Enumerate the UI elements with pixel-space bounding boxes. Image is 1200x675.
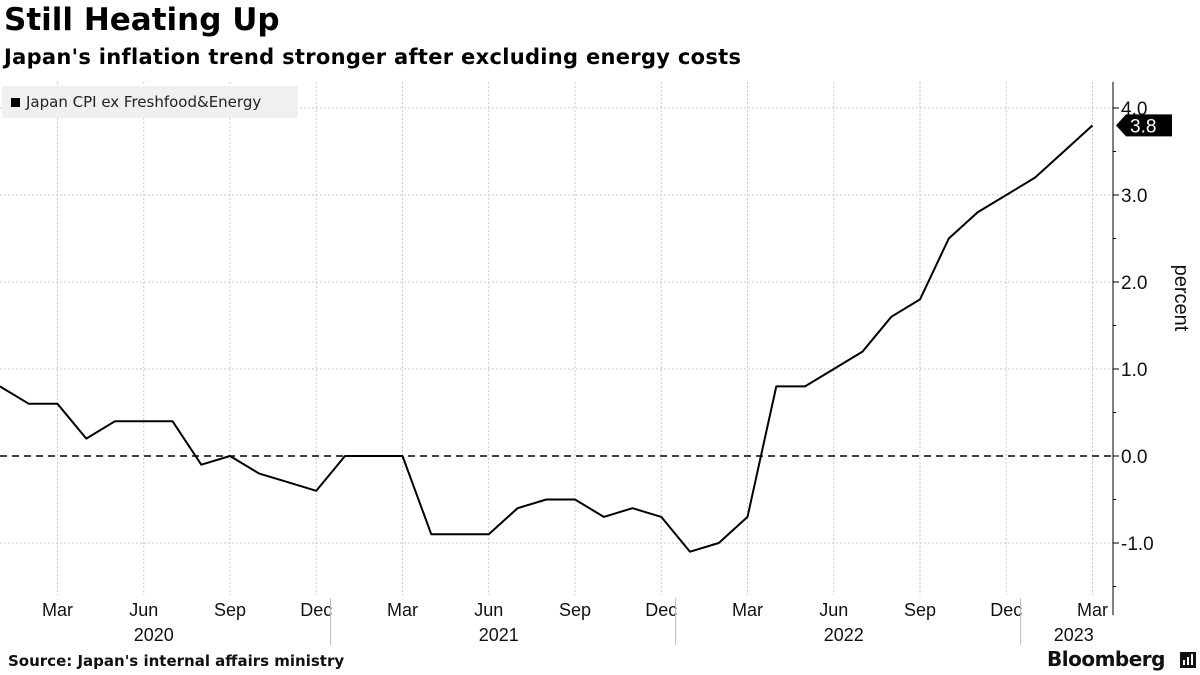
bloomberg-logo: Bloomberg [1047, 647, 1165, 671]
y-tick-label: 0.0 [1121, 447, 1147, 468]
y-tick-label: 2.0 [1121, 273, 1147, 294]
x-tick-label: Mar [732, 600, 763, 620]
legend: Japan CPI ex Freshfood&Energy [2, 86, 298, 118]
legend-label: Japan CPI ex Freshfood&Energy [26, 93, 262, 111]
series-line [0, 124, 1094, 553]
chart-subtitle: Japan's inflation trend stronger after e… [4, 45, 742, 69]
source-note: Source: Japan's internal affairs ministr… [8, 652, 345, 670]
y-tick-label: -1.0 [1121, 534, 1154, 555]
x-tick-label: Dec [645, 600, 677, 620]
x-year-label: 2021 [479, 625, 519, 645]
x-tick-label: Jun [129, 600, 158, 620]
legend-swatch [11, 98, 20, 107]
x-tick-label: Mar [1077, 600, 1108, 620]
x-tick-label: Sep [904, 600, 936, 620]
y-tick-label: 3.0 [1121, 186, 1147, 207]
x-year-label: 2020 [134, 625, 174, 645]
bloomberg-bars-icon [1180, 652, 1196, 668]
x-tick-label: Jun [819, 600, 848, 620]
x-tick-label: Mar [387, 600, 418, 620]
last-value-callout [1116, 114, 1172, 137]
chart-title: Still Heating Up [4, 2, 280, 38]
x-tick-label: Dec [300, 600, 332, 620]
y-axis-label: percent [1170, 265, 1192, 332]
x-tick-label: Dec [990, 600, 1022, 620]
x-tick-label: Jun [474, 600, 503, 620]
x-tick-label: Sep [214, 600, 246, 620]
x-year-label: 2023 [1054, 625, 1094, 645]
x-year-label: 2022 [824, 625, 864, 645]
x-tick-label: Mar [42, 600, 73, 620]
last-value-label: 3.8 [1130, 116, 1156, 137]
x-tick-label: Sep [559, 600, 591, 620]
y-tick-label: 1.0 [1121, 360, 1147, 381]
